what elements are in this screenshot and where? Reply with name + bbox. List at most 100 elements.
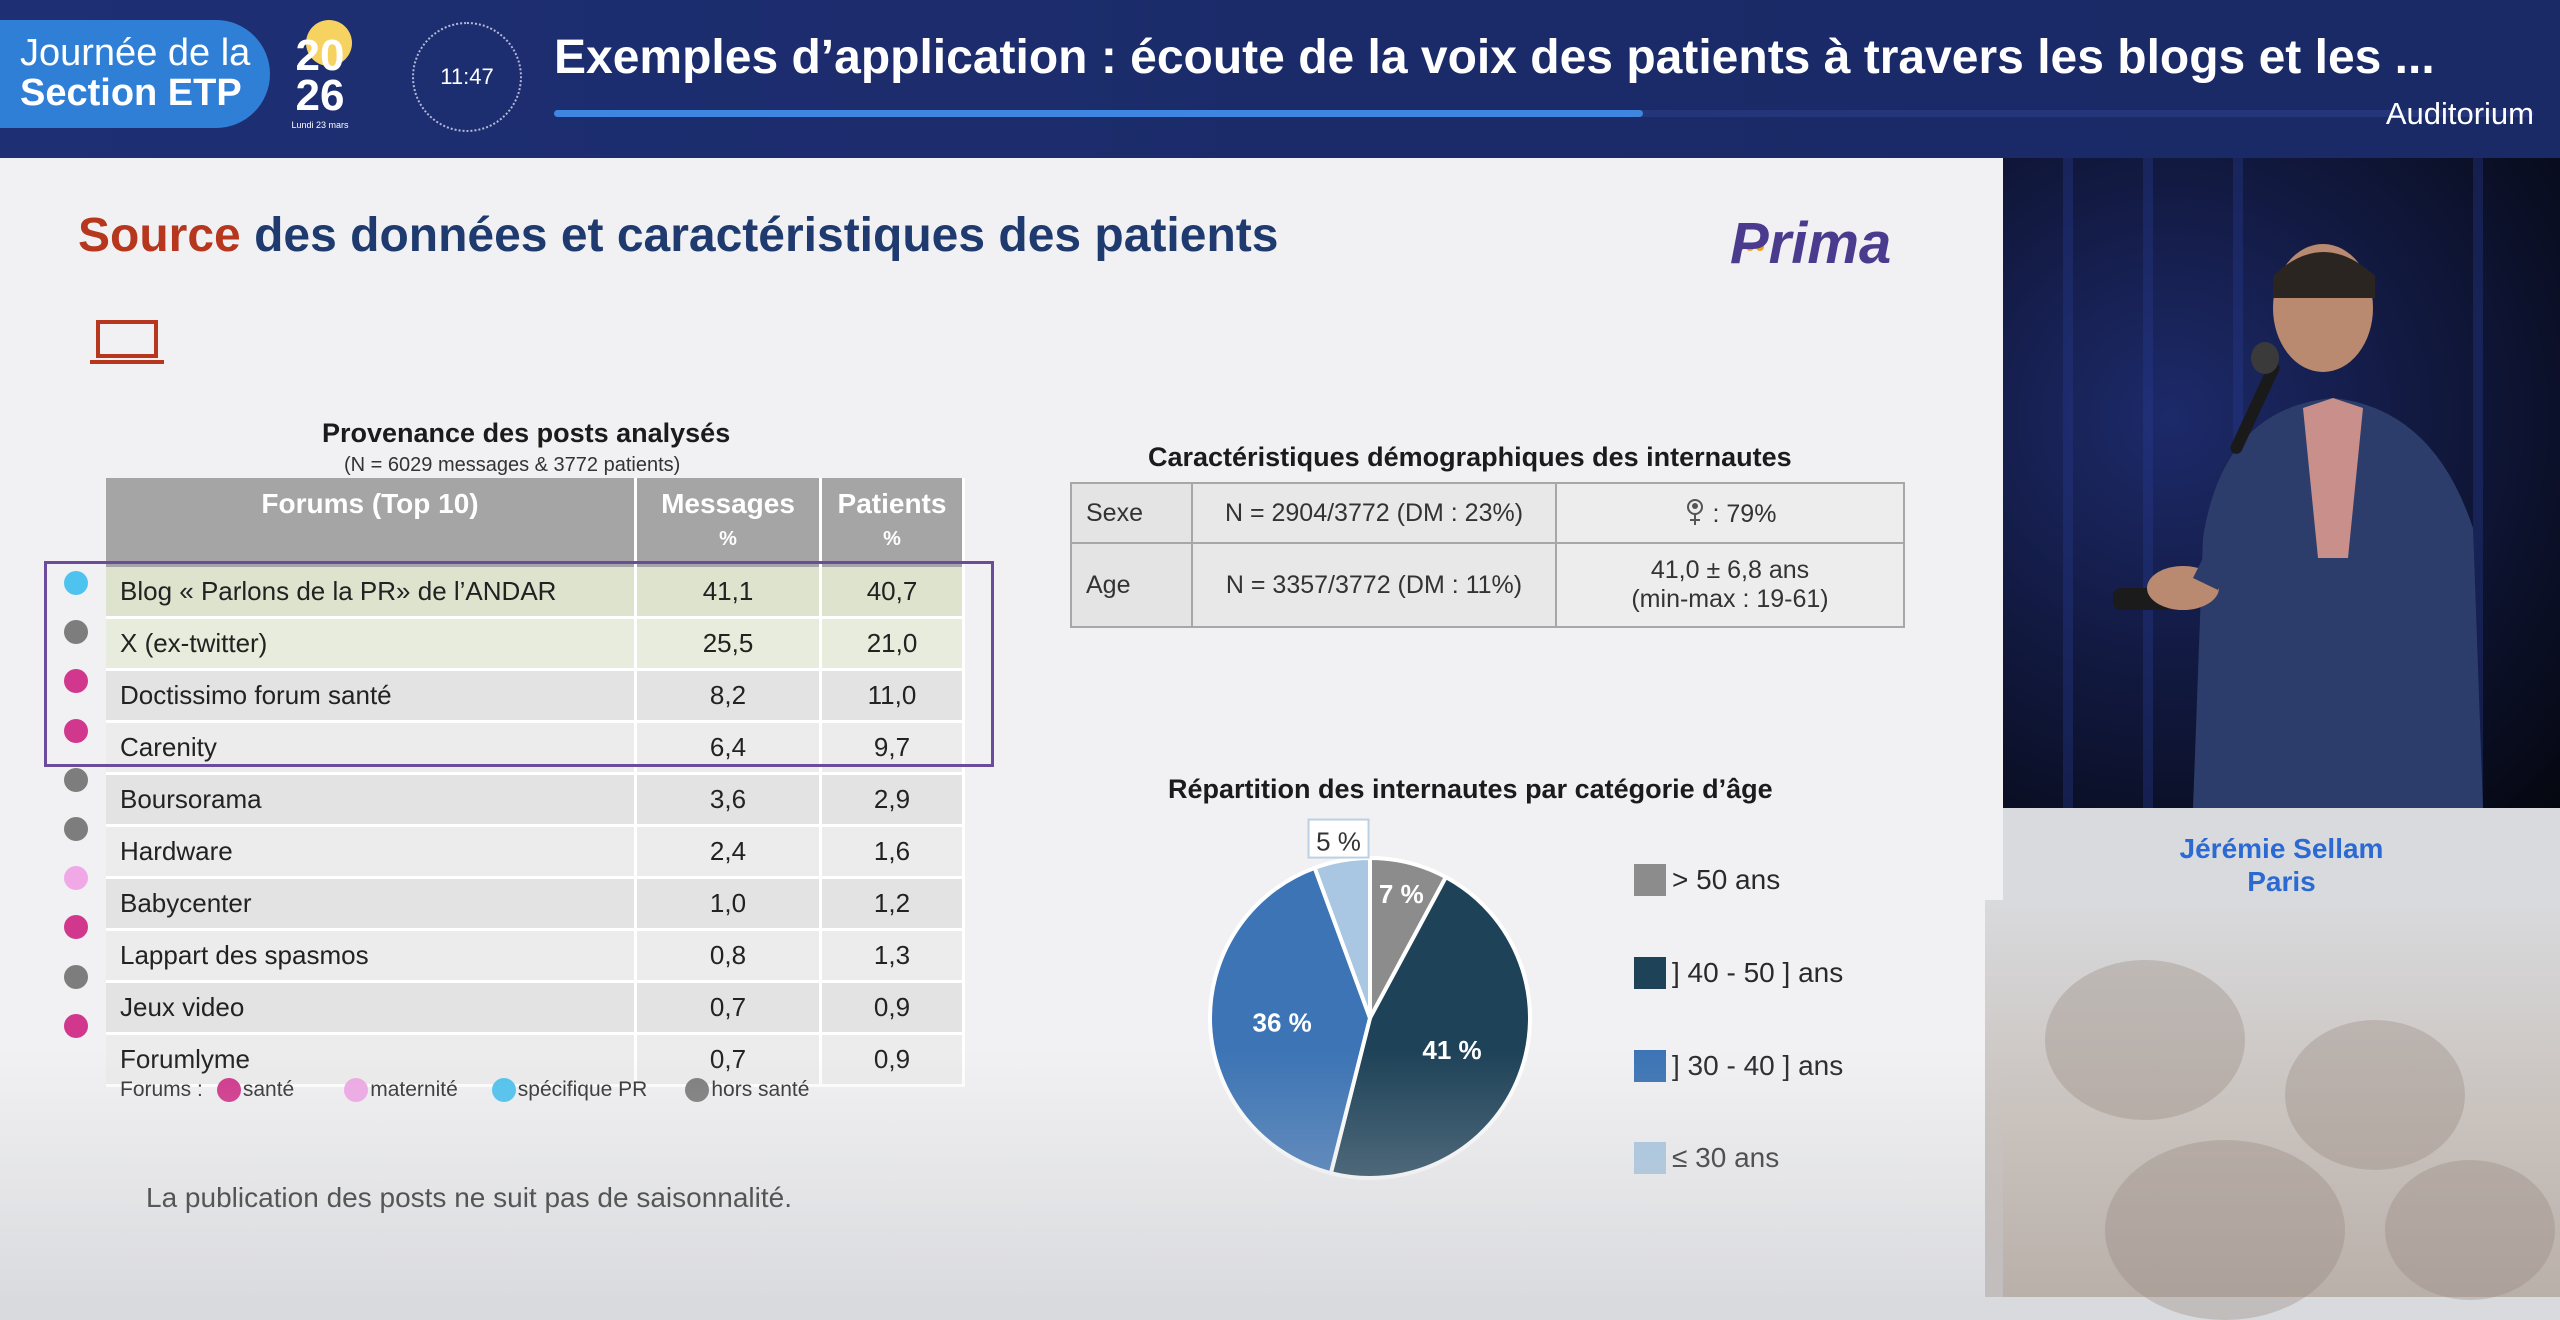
age-range: (min-max : 19-61) — [1631, 585, 1829, 613]
session-clock: 11:47 — [412, 22, 522, 132]
forum-category-dot — [64, 767, 88, 792]
forum-patients: 1,2 — [820, 877, 965, 931]
forum-row: Blog « Parlons de la PR» de l’ANDAR 41,1 4… — [106, 567, 965, 619]
speaker-caption: Jérémie Sellam Paris — [2003, 832, 2560, 898]
legend-label-sante: santé — [242, 1078, 295, 1101]
sexe-value: : 79% — [1555, 482, 1905, 544]
pie-legend-swatch — [1634, 957, 1666, 989]
legend-label-maternite: maternité — [370, 1078, 458, 1101]
forums-table-header: Forums (Top 10) Messages% Patients% — [106, 478, 965, 567]
room-name: Auditorium — [2385, 96, 2534, 131]
speaker-figure — [2113, 244, 2483, 808]
pie-legend-swatch — [1634, 864, 1666, 896]
row-age: Age N = 3357/3772 (DM : 11%) 41,0 ± 6,8 … — [1070, 542, 1905, 628]
legend-dot-maternite — [344, 1078, 369, 1102]
forum-category-dot — [64, 964, 88, 989]
forum-patients: 0,9 — [820, 1033, 965, 1087]
event-logo-line1: Journée de la — [20, 32, 251, 74]
forum-name: Boursorama — [106, 773, 637, 827]
posts-heading: Provenance des posts analysés — [322, 418, 731, 448]
forum-patients: 0,9 — [820, 981, 965, 1035]
age-mean: 41,0 ± 6,8 ans — [1650, 556, 1810, 584]
forum-row: Babycenter 1,0 1,2 — [106, 877, 965, 931]
forum-patients: 21,0 — [820, 617, 965, 671]
forum-patients: 1,3 — [820, 929, 965, 983]
session-progress-fill — [554, 110, 1643, 117]
female-icon — [1686, 498, 1703, 525]
posts-subheading: (N = 6029 messages & 3772 patients) — [344, 454, 681, 476]
event-logo-line2: Section ETP — [20, 72, 242, 114]
forum-messages: 1,0 — [635, 877, 822, 931]
demographics-table: Sexe N = 2904/3772 (DM : 23%) : 79% Age … — [1070, 482, 1905, 628]
pie-legend-label: ] 40 - 50 ] ans — [1672, 957, 1844, 988]
pie-legend-item: > 50 ans — [1634, 864, 1780, 896]
pie-legend-item: ≤ 30 ans — [1634, 1142, 1779, 1174]
speaker-city: Paris — [2247, 866, 2316, 897]
pie-data-label: 5 % — [1316, 827, 1361, 857]
legend-label-hors: hors santé — [711, 1078, 810, 1101]
prima-logo: Prima — [1730, 211, 1892, 276]
col-messages: Messages% — [635, 478, 822, 567]
pie-data-label: 41 % — [1422, 1035, 1481, 1065]
legend-dot-specifique — [491, 1078, 516, 1102]
forum-row: Doctissimo forum santé 8,2 11,0 — [106, 669, 965, 723]
legend-prefix: Forums : — [120, 1078, 203, 1101]
pie-legend-item: ] 30 - 40 ] ans — [1634, 1050, 1843, 1082]
forum-category-dot — [64, 669, 88, 694]
forum-messages: 0,7 — [635, 981, 822, 1035]
top4-highlight-box — [44, 561, 994, 767]
pie-data-label: 36 % — [1252, 1008, 1311, 1038]
session-progress — [554, 110, 2534, 117]
demographics-heading: Caractéristiques démographiques des inte… — [1148, 442, 1792, 472]
forum-name: Lappart des spasmos — [106, 929, 637, 983]
forum-patients: 11,0 — [820, 669, 965, 723]
pie-data-label: 7 % — [1379, 879, 1424, 909]
sexe-n: N = 2904/3772 (DM : 23%) — [1191, 482, 1557, 544]
forum-category-dot — [64, 718, 88, 743]
age-value: 41,0 ± 6,8 ans (min-max : 19-61) — [1555, 542, 1905, 628]
speaker-name: Jérémie Sellam — [2179, 833, 2384, 864]
forum-row: X (ex-twitter) 25,5 21,0 — [106, 617, 965, 671]
age-n: N = 3357/3772 (DM : 11%) — [1191, 542, 1557, 628]
forum-messages: 25,5 — [635, 617, 822, 671]
age-label: Age — [1070, 542, 1193, 628]
event-year: 20 26 — [295, 31, 345, 120]
forum-row: Lappart des spasmos 0,8 1,3 — [106, 929, 965, 983]
forum-name: Babycenter — [106, 877, 637, 931]
age-pie-heading: Répartition des internautes par catégori… — [1168, 774, 1773, 804]
forum-row: Boursorama 3,6 2,9 — [106, 773, 965, 827]
pie-legend-label: ≤ 30 ans — [1672, 1142, 1780, 1173]
forum-patients: 1,6 — [820, 825, 965, 879]
event-logo — [0, 20, 270, 128]
pie-legend-label: > 50 ans — [1672, 864, 1781, 895]
brand-dots-icon — [1736, 238, 1766, 254]
forum-name: X (ex-twitter) — [106, 617, 637, 671]
forum-messages: 8,2 — [635, 669, 822, 723]
laptop-icon — [90, 320, 164, 364]
forum-category-legend: Forums : santé maternité spécifique PR h… — [120, 1078, 809, 1102]
forum-messages: 0,8 — [635, 929, 822, 983]
forum-category-dot — [64, 817, 88, 841]
pie-legend-swatch — [1634, 1050, 1666, 1082]
pie-label-box — [1307, 818, 1370, 859]
forum-category-dot — [64, 620, 88, 645]
forum-messages: 3,6 — [635, 773, 822, 827]
slide-title: Source des données et caractéristiques d… — [78, 209, 1279, 262]
forum-name: Doctissimo forum santé — [106, 669, 637, 723]
legend-dot-sante — [216, 1078, 241, 1102]
forum-category-dot — [64, 571, 88, 595]
sun-icon — [306, 20, 352, 66]
audience-background — [1985, 900, 2560, 1320]
forum-name: Hardware — [106, 825, 637, 879]
session-banner: Journée de la Section ETP 20 26 Lundi 23… — [0, 0, 2560, 158]
row-sexe: Sexe N = 2904/3772 (DM : 23%) : 79% — [1070, 482, 1905, 544]
event-date: Lundi 23 mars — [291, 120, 349, 130]
sexe-label: Sexe — [1070, 482, 1193, 544]
pie-legend-label: ] 30 - 40 ] ans — [1672, 1050, 1844, 1081]
forum-patients: 40,7 — [820, 567, 965, 619]
talk-title: Exemples d’application : écoute de la vo… — [554, 31, 2435, 84]
forum-messages: 2,4 — [635, 825, 822, 879]
legend-label-specifique: spécifique PR — [517, 1078, 648, 1101]
forum-patients: 2,9 — [820, 773, 965, 827]
col-forums: Forums (Top 10) — [106, 478, 637, 567]
